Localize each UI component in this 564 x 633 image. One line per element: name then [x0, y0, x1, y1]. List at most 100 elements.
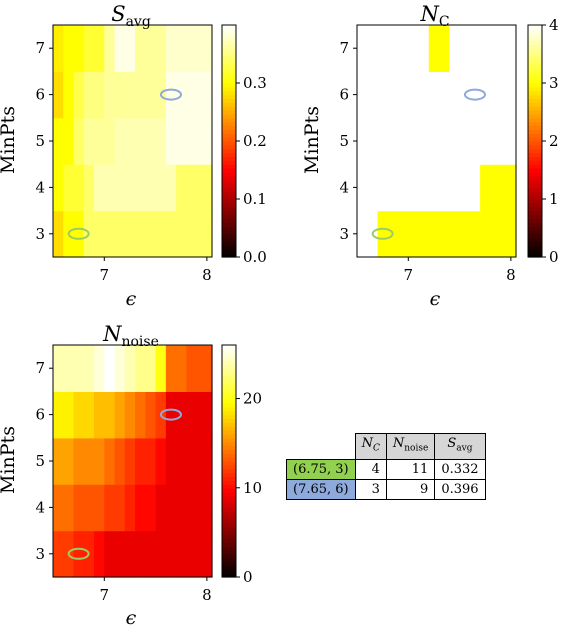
colorbar-band [222, 383, 236, 389]
colorbar-band [528, 55, 542, 61]
colorbar-band [222, 391, 236, 396]
colorbar-band [222, 113, 236, 119]
colorbar-band [222, 79, 236, 84]
heatmap-cell [135, 25, 146, 72]
colorbar-band [222, 229, 236, 235]
colorbar-band [528, 226, 542, 231]
colorbar-band [222, 148, 236, 154]
heatmap-cell [73, 71, 85, 119]
y-tick-label: 5 [339, 132, 349, 150]
colorbar-band [528, 121, 542, 127]
heatmap-cell [104, 164, 116, 212]
heatmap-cell [114, 164, 126, 212]
colorbar-band [222, 565, 236, 570]
y-tick-label: 5 [35, 132, 45, 150]
colorbar-tick-label: 0.0 [243, 248, 267, 266]
colorbar-band [528, 102, 542, 107]
heatmap-cell [53, 530, 64, 578]
colorbar-band [528, 44, 542, 49]
heatmap-cell [196, 71, 213, 119]
colorbar-band [528, 245, 542, 250]
heatmap-cell [398, 117, 409, 165]
y-tick-label: 3 [35, 225, 45, 243]
heatmap-cell [155, 210, 167, 258]
heatmap-cell [124, 391, 136, 439]
colorbar-band [222, 503, 236, 508]
heatmap-cell [135, 164, 146, 212]
colorbar-tick-label: 0.1 [243, 190, 267, 208]
heatmap-cell [104, 345, 116, 392]
heatmap-cell [428, 117, 440, 165]
heatmap-cell [176, 210, 187, 258]
colorbar-band [222, 75, 236, 80]
colorbar-band [222, 137, 236, 142]
colorbar-band [222, 141, 236, 146]
heatmap-cell [94, 25, 105, 72]
colorbar-band [222, 484, 236, 489]
heatmap-cell [449, 117, 461, 165]
colorbar-band [222, 83, 236, 88]
colorbar-band [222, 48, 236, 53]
heatmap-cell [104, 437, 116, 485]
heatmap-cell [196, 437, 213, 485]
heatmap-cell [377, 25, 389, 72]
colorbar-band [222, 63, 236, 69]
heatmap-cell [104, 117, 116, 165]
heatmap-cell [114, 210, 126, 258]
heatmap-cell [186, 484, 198, 532]
colorbar-band [222, 553, 236, 559]
heatmap-cell [114, 391, 126, 439]
colorbar-band [528, 222, 542, 227]
heatmap-cell [83, 25, 95, 72]
heatmap-cell [186, 71, 198, 119]
heatmap-cell [500, 117, 517, 165]
colorbar-band [222, 226, 236, 231]
heatmap-cell [145, 117, 157, 165]
heatmap-cell [459, 210, 471, 258]
colorbar-band [222, 40, 236, 45]
colorbar-band [222, 36, 236, 42]
heatmap-cell [155, 345, 167, 392]
heatmap-cell [104, 484, 116, 532]
heatmap-cell [418, 71, 430, 119]
colorbar-band [222, 191, 236, 196]
colorbar-band [222, 233, 236, 239]
heatmap-cell [104, 25, 116, 72]
table-cell: 0.396 [434, 478, 486, 500]
colorbar-band [222, 59, 236, 65]
colorbar-band [222, 71, 236, 76]
colorbar: 0.0 0.1 0.2 0.3 [221, 24, 267, 266]
heatmap-cell [490, 71, 502, 119]
heatmap-cell [186, 117, 198, 165]
heatmap-cell [83, 164, 95, 212]
comparison-table: NC Nnoise Savg (6.75, 3) 4 11 0.332 (7.6… [286, 433, 486, 500]
colorbar-band [222, 495, 236, 501]
heatmap-cell [469, 210, 481, 258]
heatmap-cell [398, 71, 409, 119]
heatmap-cell [449, 164, 461, 212]
colorbar-band [528, 117, 542, 123]
heatmap-cell [63, 484, 75, 532]
colorbar-band [528, 83, 542, 88]
heatmap-cell [124, 164, 136, 212]
colorbar-band [528, 129, 542, 134]
heatmap-cell [104, 530, 116, 578]
colorbar-band [528, 160, 542, 165]
colorbar-band [222, 164, 236, 169]
parameter-marker [159, 88, 182, 101]
y-axis-label: MinPts [301, 106, 323, 174]
y-tick-label: 6 [339, 86, 349, 104]
heatmap-cell [135, 437, 146, 485]
heatmap-cell [73, 210, 85, 258]
heatmap-cell [408, 210, 420, 258]
parameter-marker [371, 227, 394, 240]
colorbar-band [528, 52, 542, 57]
colorbar-band [222, 441, 236, 447]
heatmap-cell [104, 391, 116, 439]
colorbar-band [222, 480, 236, 485]
title-subscript: avg [126, 14, 151, 30]
heatmap-cell [186, 210, 198, 258]
heatmap-cell [480, 25, 491, 72]
colorbar-band [222, 237, 236, 243]
heatmap-cell [357, 25, 368, 72]
